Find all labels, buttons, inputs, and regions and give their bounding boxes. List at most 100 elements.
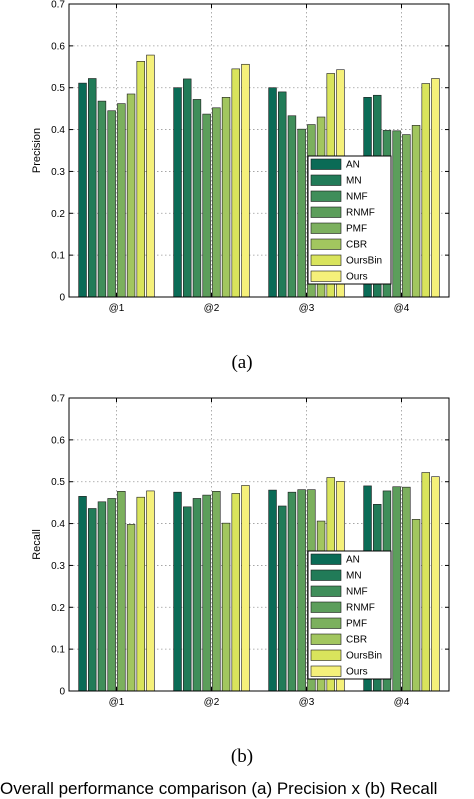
legend-swatch-an	[310, 553, 342, 565]
ytick-label: 0	[59, 293, 65, 304]
bar-mn-at1	[88, 508, 97, 692]
bar-nmf-at1	[97, 501, 107, 692]
ytick-label: 0.2	[51, 209, 65, 220]
xtick-label: @1	[109, 303, 125, 314]
bar-cbr-at2	[221, 522, 231, 692]
legend-swatch-rnmf	[310, 601, 342, 613]
ytick-label: 0.1	[51, 645, 65, 656]
precision-chart: 0 0.1 0.2 0.3 0.4 0.5 0.6 0.7 @1 @2 @3 @4 Precision A…	[31, 0, 450, 314]
legend-label-ours: Ours	[346, 272, 368, 283]
bar-pmf-at4	[402, 134, 411, 298]
ytick-label: 0.2	[51, 603, 65, 614]
bar-oursbin-at4	[421, 83, 430, 298]
legend-swatch-ours	[310, 270, 342, 282]
bar-cbr-at2	[221, 97, 231, 298]
bar-rnmf-at4	[392, 486, 401, 692]
legend-swatch-an	[310, 158, 342, 170]
legend-swatch-rnmf	[310, 206, 342, 218]
y-axis-label: Precision	[31, 128, 43, 173]
bar-oursbin-at2	[231, 68, 240, 298]
ytick-label: 0	[59, 687, 65, 698]
bar-nmf-at2	[192, 498, 202, 692]
legend-label-oursbin: OursBin	[346, 256, 382, 267]
ytick-label: 0.6	[51, 41, 65, 52]
axes-frame	[68, 397, 450, 692]
bar-rnmf-at2	[202, 494, 211, 692]
bar-rnmf-at2	[202, 113, 211, 298]
legend-label-oursbin: OursBin	[346, 651, 382, 662]
xtick-label: @3	[299, 697, 315, 708]
legend-label-ours: Ours	[346, 667, 368, 678]
plot-area	[69, 398, 449, 691]
bar-an-at3	[268, 87, 277, 298]
ytick-label: 0.3	[51, 167, 65, 178]
bar-rnmf-at3	[297, 128, 306, 298]
sublabel-b: (b)	[231, 746, 253, 767]
legend-swatch-mn	[310, 569, 342, 581]
legend-swatch-cbr	[310, 633, 342, 645]
ytick-label: 0.4	[51, 519, 65, 530]
ytick-label: 0.1	[51, 251, 65, 262]
legend-swatch-pmf	[310, 617, 342, 629]
legend-swatch-pmf	[310, 222, 342, 234]
bar-an-at1	[78, 82, 87, 298]
bar-ours-at1	[146, 490, 155, 692]
bar-an-at3	[268, 489, 277, 692]
legend-label-nmf: NMF	[346, 587, 368, 598]
legend-label-pmf: PMF	[346, 224, 367, 235]
bar-nmf-at3	[287, 491, 297, 692]
xtick-label: @2	[204, 303, 220, 314]
bar-rnmf-at1	[107, 110, 116, 298]
legend-label-cbr: CBR	[346, 240, 367, 251]
bar-rnmf-at4	[392, 130, 401, 298]
bar-oursbin-at2	[231, 493, 240, 692]
recall-chart: 0 0.1 0.2 0.3 0.4 0.5 0.6 0.7 @1 @2 @3 @4 Recall AN MN…	[31, 394, 450, 708]
bar-oursbin-at1	[136, 61, 145, 298]
legend: AN MN NMF RNMF PMF CBR OursBin Ours	[307, 550, 392, 680]
xtick-label: @1	[109, 697, 125, 708]
legend-label-rnmf: RNMF	[346, 208, 375, 219]
bar-mn-at1	[88, 78, 97, 298]
bar-pmf-at4	[402, 486, 411, 692]
bar-mn-at2	[183, 78, 192, 298]
bar-mn-at2	[183, 506, 192, 692]
legend-swatch-oursbin	[310, 649, 342, 661]
ytick-label: 0.5	[51, 83, 65, 94]
legend-label-mn: MN	[346, 176, 362, 187]
legend: AN MN NMF RNMF PMF CBR OursBin Ours	[307, 155, 392, 285]
bar-nmf-at2	[192, 99, 202, 298]
legend-label-mn: MN	[346, 571, 362, 582]
ytick-label: 0.4	[51, 125, 65, 136]
bar-rnmf-at1	[107, 498, 116, 692]
bar-nmf-at3	[287, 115, 297, 298]
ytick-label: 0.5	[51, 477, 65, 488]
figure-caption: Overall performance comparison (a) Preci…	[0, 779, 437, 798]
bar-pmf-at1	[117, 491, 126, 692]
legend-swatch-cbr	[310, 238, 342, 250]
bar-nmf-at1	[97, 100, 107, 298]
bar-ours-at4	[431, 476, 440, 692]
sublabel-a: (a)	[231, 352, 252, 373]
legend-swatch-mn	[310, 174, 342, 186]
plot-area	[69, 4, 449, 297]
legend-label-an: AN	[346, 555, 360, 566]
y-axis-label: Recall	[31, 529, 43, 560]
bar-rnmf-at3	[297, 489, 306, 692]
ytick-label: 0.7	[51, 394, 65, 405]
legend-swatch-nmf	[310, 585, 342, 597]
bar-ours-at1	[146, 54, 155, 298]
bar-ours-at4	[431, 78, 440, 298]
ytick-label: 0.7	[51, 0, 65, 11]
bar-pmf-at1	[117, 103, 126, 298]
bar-oursbin-at1	[136, 496, 145, 692]
bar-pmf-at2	[212, 107, 221, 298]
ytick-label: 0.6	[51, 435, 65, 446]
bar-oursbin-at4	[421, 472, 430, 692]
xtick-label: @4	[394, 697, 410, 708]
legend-label-nmf: NMF	[346, 192, 368, 203]
bar-an-at1	[78, 496, 87, 692]
legend-label-cbr: CBR	[346, 635, 367, 646]
legend-swatch-oursbin	[310, 254, 342, 266]
bar-pmf-at2	[212, 491, 221, 692]
bar-an-at2	[173, 87, 182, 298]
